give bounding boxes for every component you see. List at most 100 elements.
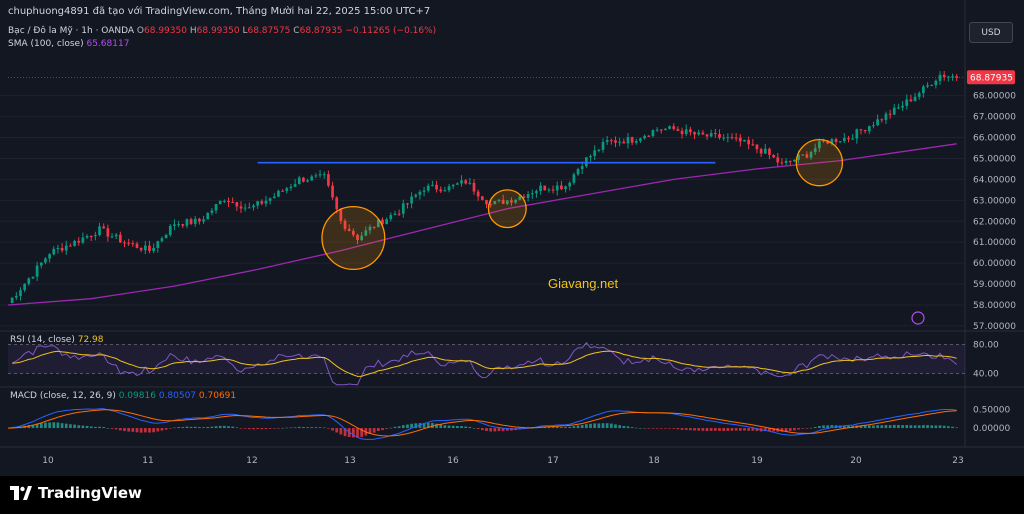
candle-body <box>547 189 551 191</box>
candle-body <box>880 119 884 121</box>
macd-histogram-bar <box>830 425 834 429</box>
candle-body <box>27 278 31 284</box>
macd-histogram-bar <box>905 424 909 429</box>
candle-body <box>14 295 18 298</box>
macd-histogram-bar <box>89 426 93 429</box>
macd-histogram-bar <box>560 427 563 429</box>
candle-body <box>705 134 709 137</box>
macd-histogram-bar <box>102 427 106 429</box>
macd-histogram-bar <box>689 428 692 431</box>
macd-legend[interactable]: MACD (close, 12, 26, 9) 0.09816 0.80507 … <box>10 391 236 401</box>
time-tick-label: 13 <box>344 456 355 466</box>
time-tick-label: 11 <box>142 456 153 466</box>
candle-body <box>347 228 351 231</box>
macd-tick-label: 0.50000 <box>973 406 1010 416</box>
macd-histogram-bar <box>343 428 347 437</box>
candle-body <box>593 150 597 157</box>
macd-histogram-bar <box>655 428 659 429</box>
macd-histogram-bar <box>77 425 81 429</box>
candle-body <box>480 196 484 200</box>
sma-label: SMA (100, close) <box>8 39 84 49</box>
candle-body <box>713 133 717 135</box>
high-value: 68.99350 <box>196 26 240 36</box>
macd-histogram-bar <box>306 427 309 429</box>
price-chart[interactable]: 68.00000 67.00000 66.00000 65.00000 64.00000… <box>0 0 1024 476</box>
candle-body <box>664 128 667 131</box>
candle-body <box>763 148 767 154</box>
candle-body <box>568 182 572 187</box>
candle-body <box>322 174 326 176</box>
candle-body <box>485 199 488 205</box>
candle-body <box>10 297 14 303</box>
macd-histogram-bar <box>389 427 393 429</box>
candle-body <box>726 137 730 139</box>
candle-body <box>909 99 913 102</box>
alert-icon[interactable] <box>911 311 925 325</box>
candle-body <box>905 99 909 106</box>
macd-histogram-bar <box>867 425 871 429</box>
tradingview-logo[interactable]: TradingView <box>10 484 142 502</box>
macd-value: 0.09816 <box>118 391 156 401</box>
macd-histogram-bar <box>397 426 401 429</box>
macd-histogram-bar <box>64 423 68 429</box>
macd-histogram-bar <box>401 425 405 429</box>
candle-body <box>501 199 505 204</box>
candle-body <box>609 140 613 142</box>
macd-histogram-bar <box>118 428 122 431</box>
histogram-value: 0.70691 <box>198 391 237 401</box>
macd-histogram-bar <box>901 425 904 429</box>
macd-histogram-bar <box>634 427 638 429</box>
candle-body <box>56 248 60 250</box>
rsi-value: 72.98 <box>77 335 104 345</box>
macd-histogram-bar <box>639 428 642 429</box>
candle-body <box>418 191 422 195</box>
macd-line <box>7 408 957 440</box>
candle-body <box>39 262 43 266</box>
currency-button[interactable]: USD <box>969 22 1013 43</box>
macd-histogram-bar <box>114 428 118 430</box>
candle-body <box>876 119 879 126</box>
candle-body <box>64 245 68 251</box>
candle-body <box>759 149 763 154</box>
candle-body <box>768 148 771 155</box>
candle-body <box>718 134 721 138</box>
candle-body <box>297 177 301 185</box>
candle-body <box>160 238 164 242</box>
macd-histogram-bar <box>164 428 168 430</box>
macd-histogram-bar <box>738 428 742 431</box>
macd-histogram-bar <box>709 428 713 431</box>
macd-histogram-bar <box>589 423 592 429</box>
macd-histogram-bar <box>339 428 343 435</box>
candle-body <box>938 74 942 81</box>
candle-body <box>526 194 530 198</box>
macd-histogram-bar <box>930 425 934 429</box>
macd-histogram-bar <box>922 425 925 429</box>
macd-histogram-bar <box>880 425 884 429</box>
macd-histogram-bar <box>872 425 875 429</box>
rsi-ma-line <box>12 350 957 377</box>
rsi-tick-label: 40.00 <box>973 370 999 380</box>
macd-histogram-bar <box>805 428 809 429</box>
candle-body <box>198 218 201 222</box>
macd-histogram-bar <box>468 426 472 429</box>
macd-histogram-bar <box>847 425 850 429</box>
candle-body <box>401 203 405 214</box>
candle-body <box>489 204 493 206</box>
close-value: 68.87935 <box>299 26 343 36</box>
candle-body <box>514 199 517 203</box>
candle-body <box>626 137 630 144</box>
macd-histogram-bar <box>547 426 551 429</box>
candle-body <box>223 200 226 202</box>
rsi-legend[interactable]: RSI (14, close) 72.98 <box>10 335 104 345</box>
candle-body <box>797 154 800 160</box>
price-tick-label: 66.00000 <box>973 134 1016 144</box>
symbol-legend[interactable]: Bạc / Đô la Mỹ · 1h · OANDA O68.99350 H6… <box>8 26 436 36</box>
candle-body <box>164 234 168 239</box>
sma-legend[interactable]: SMA (100, close) 65.68117 <box>8 39 129 49</box>
axes: 68.00000 67.00000 66.00000 65.00000 64.00000… <box>42 70 1016 466</box>
macd-histogram-bar <box>797 428 800 430</box>
candle-body <box>431 184 434 186</box>
macd-histogram-bar <box>139 428 143 433</box>
macd-histogram-bar <box>69 424 72 429</box>
candle-body <box>743 139 746 142</box>
